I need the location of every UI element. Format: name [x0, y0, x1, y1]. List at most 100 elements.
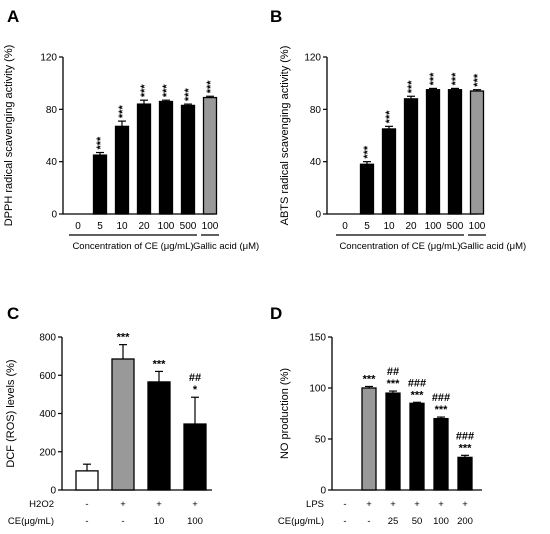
factor-row-label: CE(μg/mL): [278, 516, 324, 527]
factor-row-value: 50: [412, 516, 423, 527]
y-axis-label: DCF (ROS) levels (%): [5, 359, 17, 467]
y-tick-label: 40: [310, 157, 322, 168]
bar: [447, 89, 463, 215]
significance-label: ***: [139, 84, 151, 98]
bar: [425, 89, 441, 215]
y-tick-label: 800: [39, 333, 56, 344]
bar: [359, 163, 375, 215]
factor-row-value: +: [366, 499, 372, 510]
x-tick-label: 100: [425, 221, 442, 232]
factor-row-value: -: [343, 499, 346, 510]
significance-label: ***: [362, 145, 374, 159]
y-axis-label: DPPH radical scavenging activity (%): [3, 45, 15, 227]
bar: [385, 392, 401, 491]
bar: [403, 98, 419, 215]
significance-label: *: [193, 384, 198, 396]
significance-label: ***: [406, 80, 418, 94]
significance-label: ##: [189, 372, 201, 384]
factor-row-value: -: [121, 516, 124, 527]
x-tick-label: 5: [97, 221, 103, 232]
x-tick-label: 20: [138, 221, 150, 232]
bar: [409, 402, 425, 491]
panel-letter: C: [7, 304, 19, 323]
bar: [183, 423, 207, 491]
bar: [75, 470, 99, 491]
factor-row-value: 200: [457, 516, 473, 527]
factor-row-value: -: [85, 516, 88, 527]
y-tick-label: 0: [51, 210, 57, 221]
bar: [136, 103, 152, 215]
factor-row-value: +: [438, 499, 444, 510]
panel-letter: B: [270, 7, 282, 26]
significance-label: ***: [183, 88, 195, 102]
y-tick-label: 600: [39, 371, 56, 382]
factor-row-value: +: [156, 499, 162, 510]
x-group-label: Gallic acid (μM): [193, 241, 259, 252]
significance-label: ***: [117, 332, 131, 344]
significance-label: ###: [408, 377, 426, 389]
factor-row-label: H2O2: [29, 499, 54, 510]
significance-label: ***: [384, 110, 396, 124]
x-tick-label: 500: [180, 221, 197, 232]
y-tick-label: 0: [315, 210, 321, 221]
x-tick-label: 10: [383, 221, 395, 232]
x-tick-label: 20: [405, 221, 417, 232]
significance-label: ***: [363, 373, 377, 385]
significance-label: ***: [459, 442, 473, 454]
bar: [457, 456, 473, 491]
significance-label: ***: [411, 389, 425, 401]
significance-label: ***: [205, 80, 217, 94]
bar: [469, 90, 485, 215]
bar: [381, 128, 397, 215]
bar: [202, 96, 218, 215]
bar: [147, 381, 171, 491]
panel-letter: A: [7, 7, 19, 26]
significance-label: ##: [387, 366, 399, 378]
x-tick-label: 10: [116, 221, 128, 232]
bar: [114, 125, 130, 215]
x-tick-label: 100: [202, 221, 219, 232]
y-tick-label: 120: [304, 53, 321, 64]
x-tick-label: 100: [158, 221, 175, 232]
significance-label: ###: [432, 392, 450, 404]
y-tick-label: 400: [39, 409, 56, 420]
significance-label: ***: [153, 358, 167, 370]
bar: [111, 358, 135, 491]
significance-label: ***: [117, 105, 129, 119]
factor-row-value: -: [343, 516, 346, 527]
factor-row-value: -: [367, 516, 370, 527]
factor-row-value: 100: [187, 516, 203, 527]
factor-row-value: 25: [388, 516, 399, 527]
x-group-label: Gallic acid (μM): [460, 241, 526, 252]
panel-a: A DPPH radical scavenging activity (%) 0 40…: [3, 7, 259, 252]
significance-label: ***: [95, 136, 107, 150]
factor-row-value: +: [414, 499, 420, 510]
factor-row-label: CE(μg/mL): [8, 516, 54, 527]
x-tick-label: 0: [342, 221, 348, 232]
bar: [361, 387, 377, 491]
factor-row-label: LPS: [306, 499, 324, 510]
bar: [180, 104, 196, 215]
y-tick-label: 120: [40, 53, 57, 64]
significance-label: ***: [161, 84, 173, 98]
y-tick-label: 80: [310, 105, 322, 116]
bar: [433, 417, 449, 491]
y-tick-label: 0: [320, 486, 326, 497]
significance-label: ***: [428, 72, 440, 86]
factor-row-value: +: [390, 499, 396, 510]
x-tick-label: 5: [364, 221, 370, 232]
y-tick-label: 0: [50, 486, 56, 497]
x-group-label: Concentration of CE (μg/mL): [339, 241, 460, 252]
bar: [92, 154, 108, 215]
y-tick-label: 100: [309, 384, 326, 395]
significance-label: ***: [435, 404, 449, 416]
y-axis-label: ABTS radical scavenging activity (%): [279, 46, 291, 226]
factor-row-value: 10: [154, 516, 165, 527]
significance-label: ***: [472, 73, 484, 87]
factor-row-value: 100: [433, 516, 449, 527]
factor-row-value: +: [462, 499, 468, 510]
y-axis-label: NO production (%): [279, 368, 291, 459]
y-tick-label: 40: [46, 157, 58, 168]
